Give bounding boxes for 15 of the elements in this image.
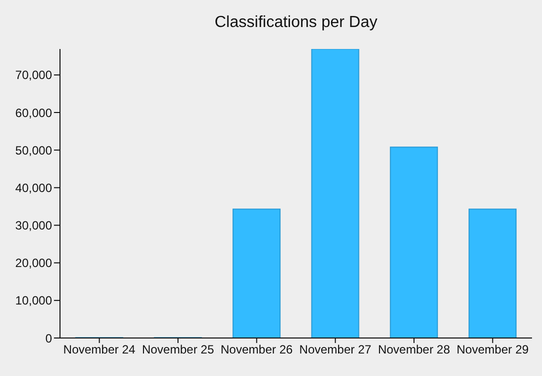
x-tick-label: November 26 xyxy=(220,342,294,357)
x-tick-label: November 27 xyxy=(299,342,372,357)
x-tick-label: November 25 xyxy=(142,342,214,357)
y-tick-label: 20,000 xyxy=(15,256,52,270)
y-tick-label: 60,000 xyxy=(15,106,52,120)
x-tick-label: November 28 xyxy=(378,342,450,357)
y-tick-label: 40,000 xyxy=(15,180,52,195)
y-tick-label: 50,000 xyxy=(15,143,52,158)
y-tick-label: 30,000 xyxy=(15,218,52,233)
y-tick-label: 0 xyxy=(45,331,52,346)
y-tick-label: 70,000 xyxy=(15,68,52,82)
x-tick-label: November 24 xyxy=(63,342,136,357)
chart-title: Classifications per Day xyxy=(214,14,378,32)
y-tick-label: 10,000 xyxy=(15,294,52,308)
x-tick-label: November 29 xyxy=(456,342,530,357)
